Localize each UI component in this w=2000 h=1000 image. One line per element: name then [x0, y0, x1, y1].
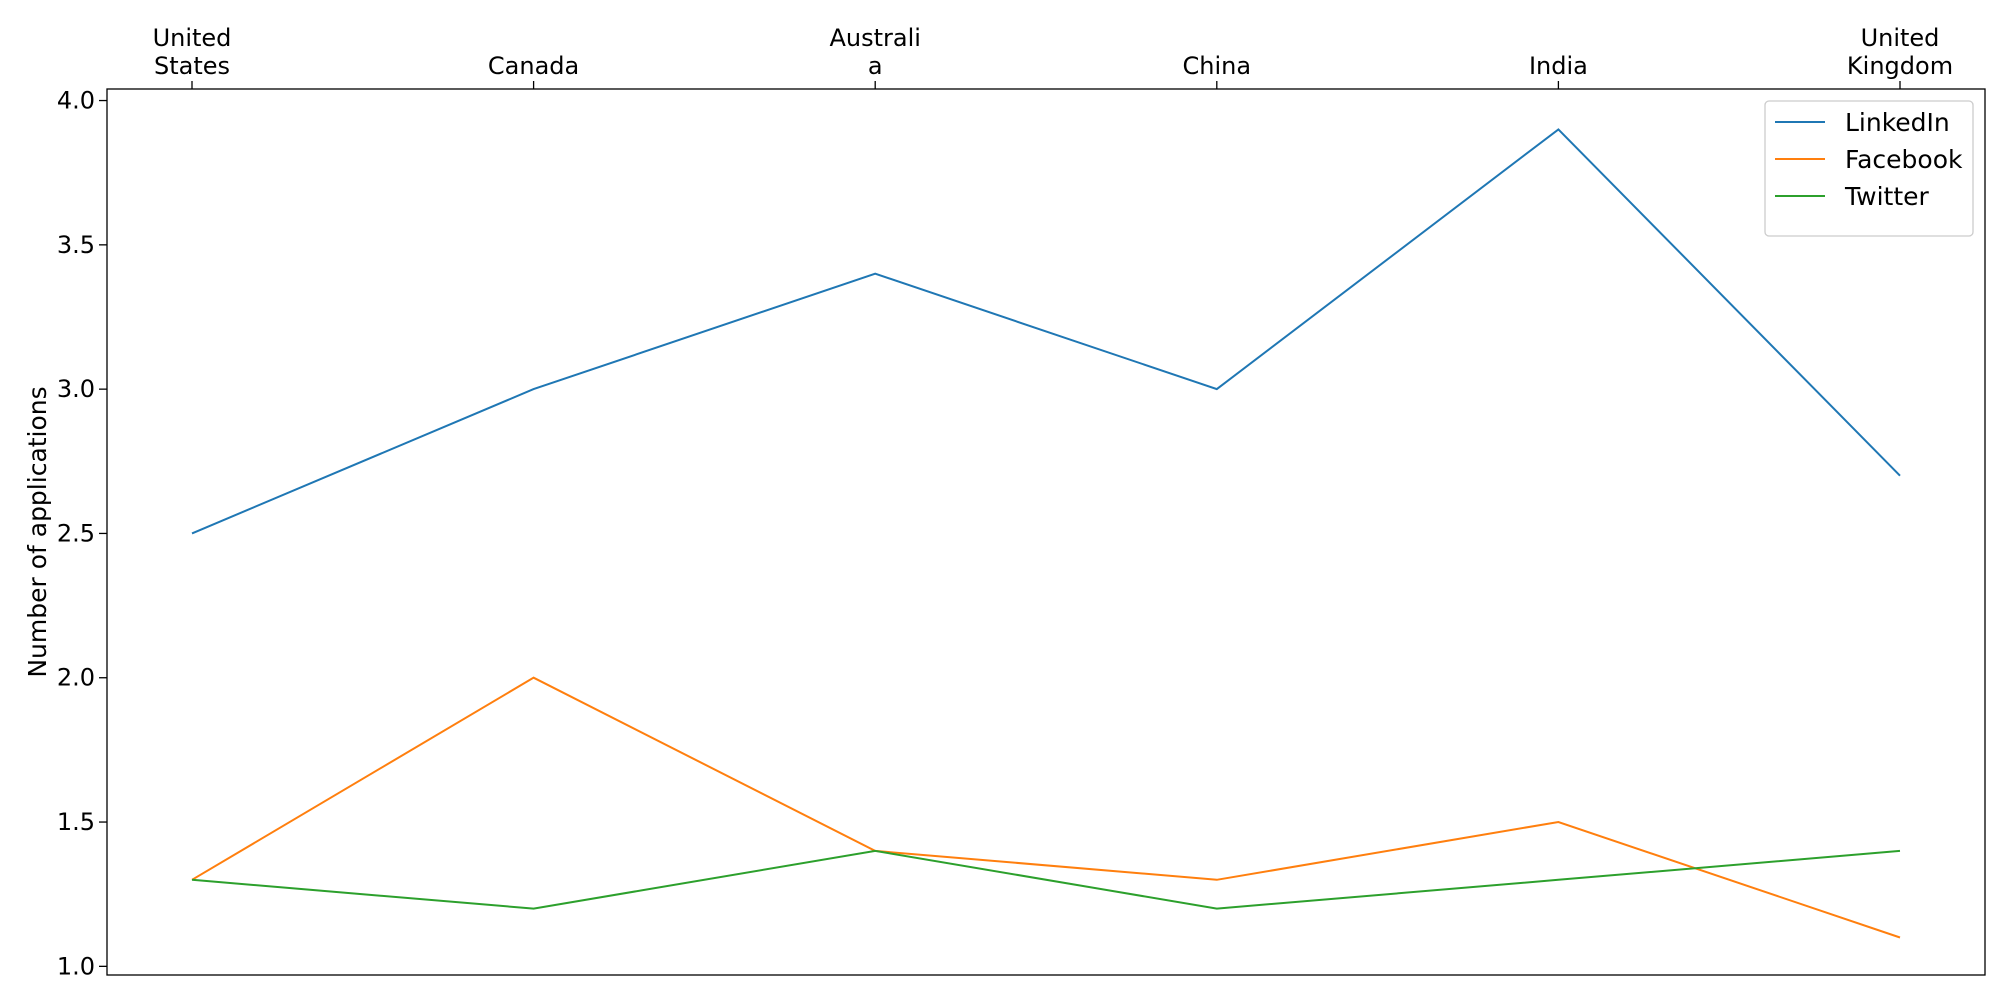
y-tick-label: 3.0: [57, 375, 95, 403]
y-axis: 1.0 1.5 2.0 2.5 3.0 3.5 4.0: [57, 87, 107, 980]
x-tick-label-line: States: [154, 52, 230, 80]
x-tick-label-line: United: [153, 24, 232, 52]
legend-label: Twitter: [1844, 182, 1930, 211]
y-axis-label: Number of applications: [23, 386, 52, 677]
y-tick-label: 3.5: [57, 231, 95, 259]
x-tick-label: United Kingdom: [1847, 24, 1953, 80]
x-tick-label-line: India: [1529, 52, 1588, 80]
plot-area: [106, 88, 1986, 976]
series-line-linkedin: [191, 128, 1901, 535]
legend-box: [1764, 100, 1974, 237]
x-tick-label: China: [1183, 52, 1252, 80]
x-tick-label: Australi a: [829, 24, 920, 80]
y-tick-label: 2.0: [57, 664, 95, 692]
legend: LinkedIn Facebook Twitter: [1764, 100, 1974, 237]
legend-label: Facebook: [1845, 145, 1963, 174]
y-tick-label: 2.5: [57, 519, 95, 547]
x-tick-label: Canada: [488, 52, 579, 80]
series-line-twitter: [191, 849, 1901, 910]
x-tick-label-line: Kingdom: [1847, 52, 1953, 80]
x-tick-label: United States: [153, 24, 232, 80]
y-tick-label: 1.5: [57, 808, 95, 836]
y-tick-label: 1.0: [57, 952, 95, 980]
x-tick-label: India: [1529, 52, 1588, 80]
x-tick-label-line: Australi: [829, 24, 920, 52]
legend-label: LinkedIn: [1845, 108, 1950, 137]
y-tick-label: 4.0: [57, 87, 95, 115]
series-lines: [191, 128, 1901, 939]
series-line-facebook: [191, 676, 1901, 939]
x-tick-label-line: a: [868, 52, 883, 80]
x-tick-label-line: United: [1861, 24, 1940, 52]
x-tick-label-line: Canada: [488, 52, 579, 80]
x-tick-label-line: China: [1183, 52, 1252, 80]
